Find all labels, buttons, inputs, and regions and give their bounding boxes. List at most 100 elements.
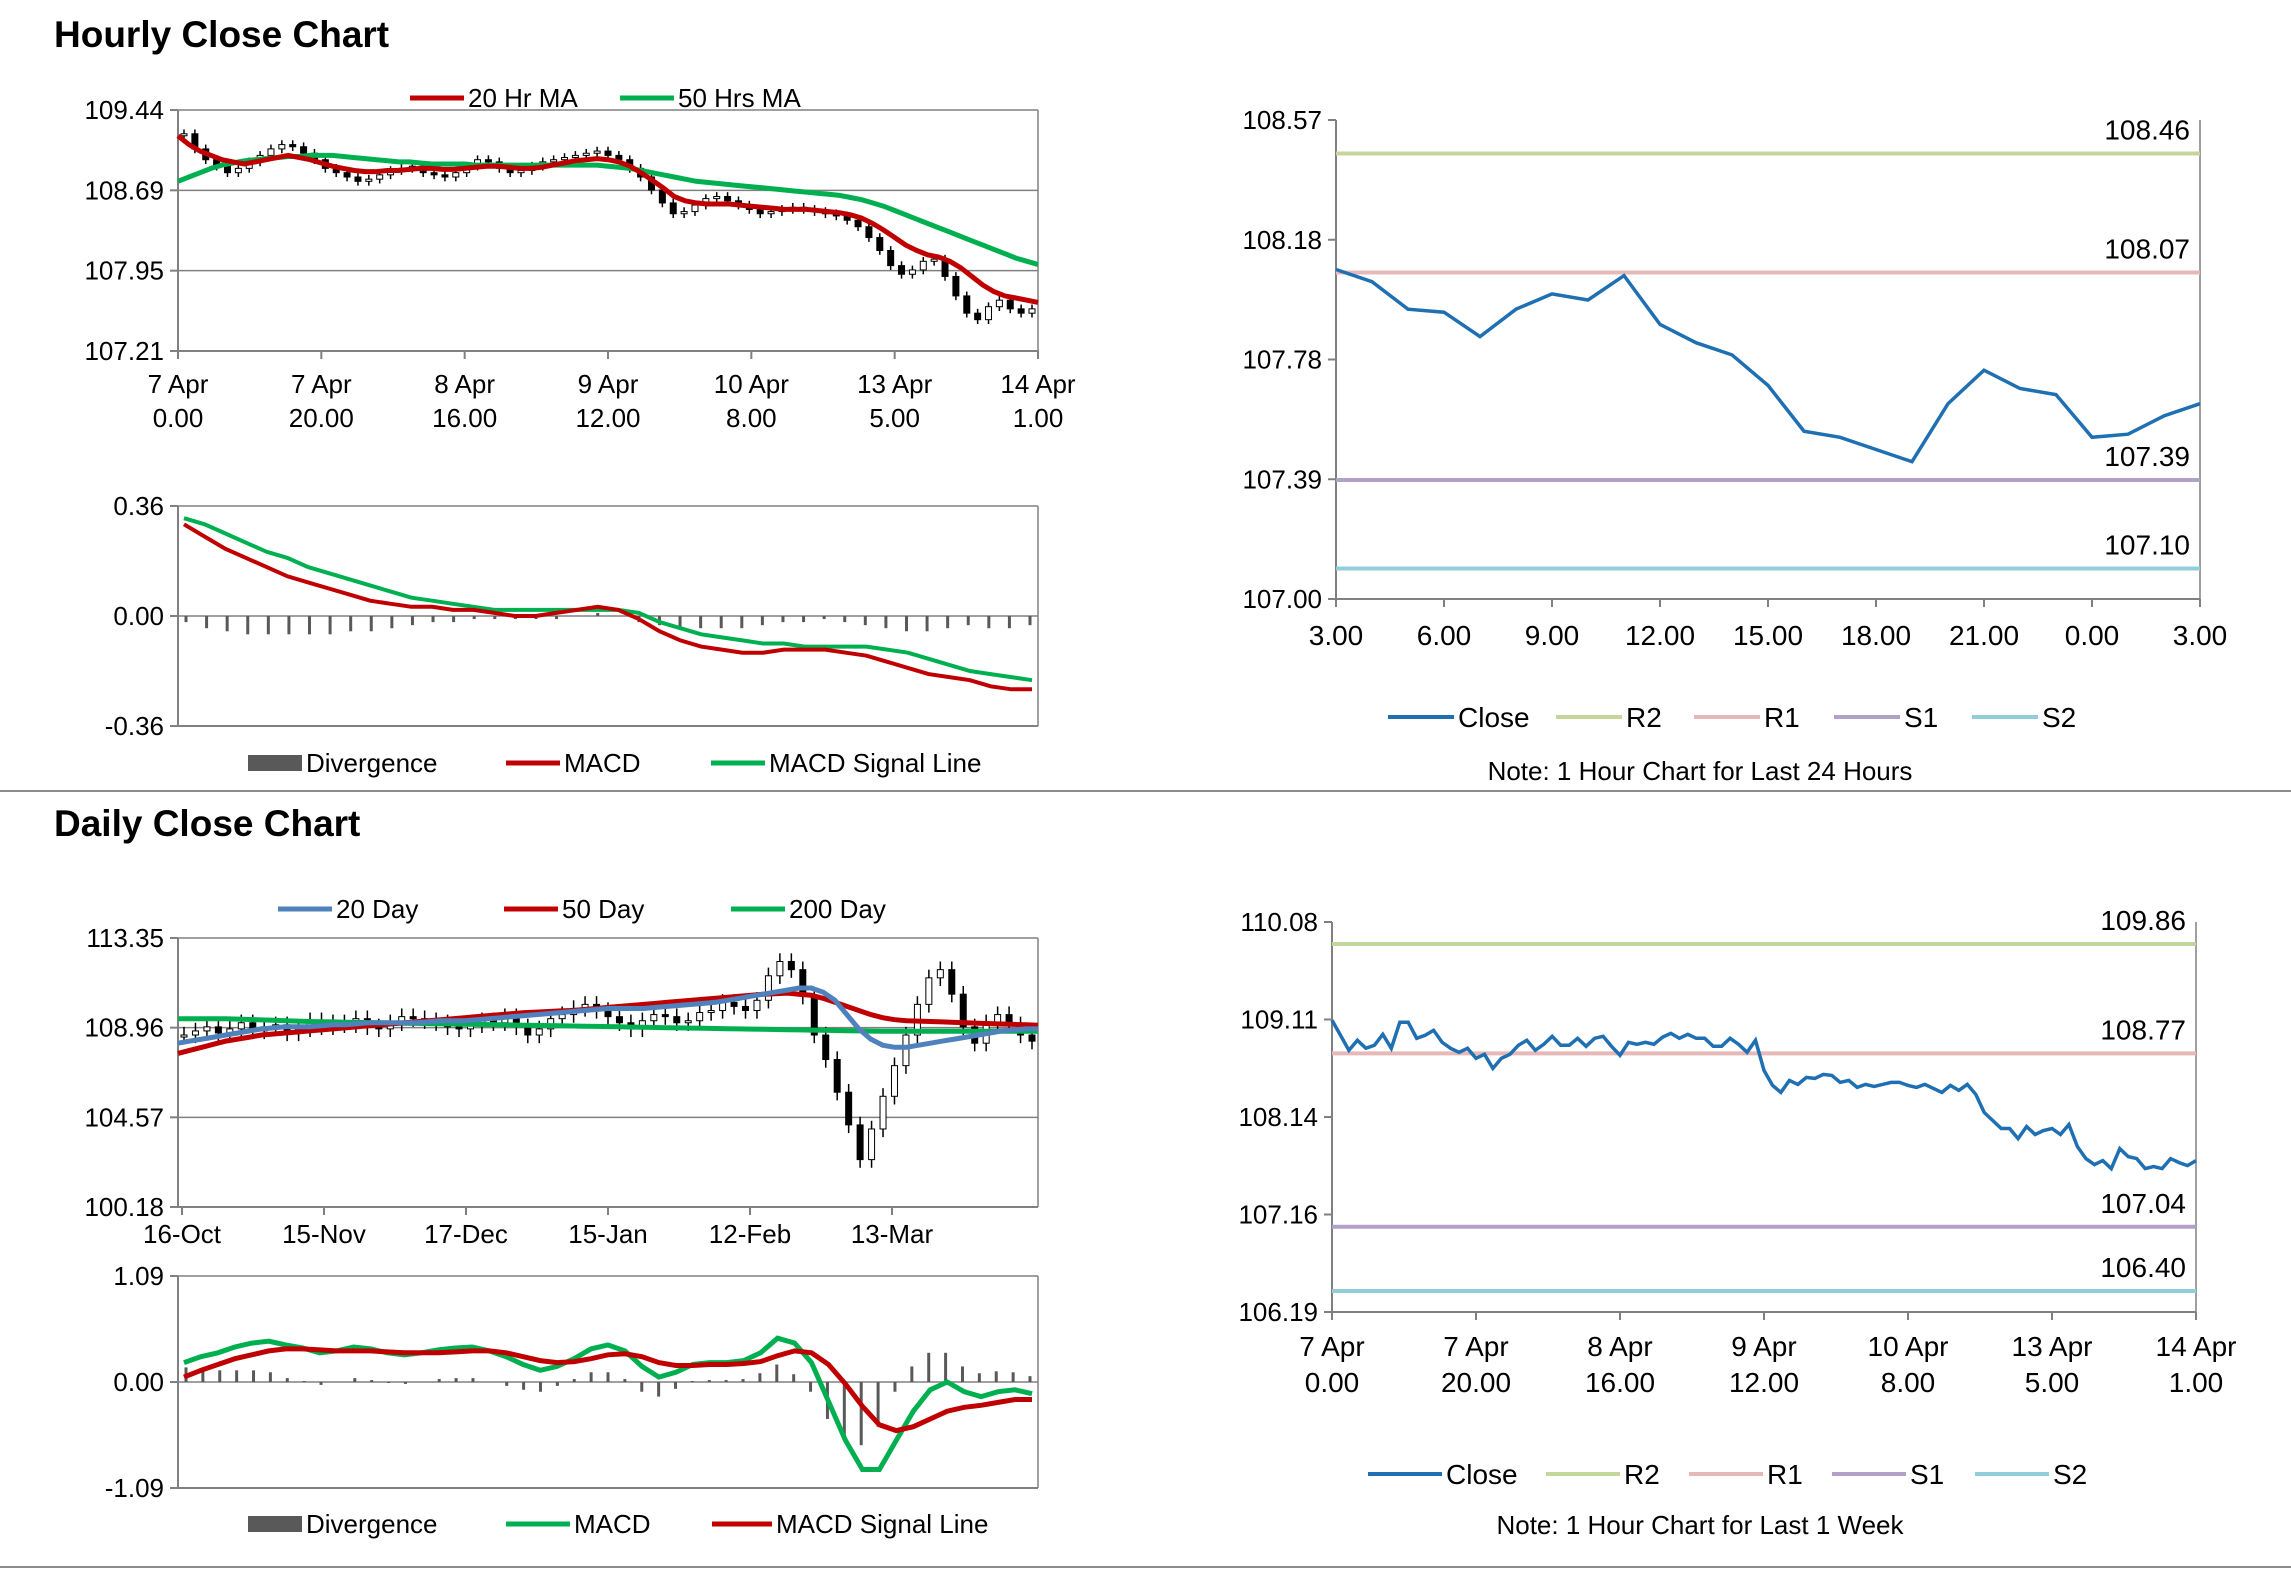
hourly-price-series-50-hrs-ma [177, 152, 1039, 267]
hourly-price-x-tick-label: 14 Apr [1000, 369, 1076, 399]
hourly-levels-y-tick-label: 107.78 [1242, 345, 1322, 375]
hourly-price-candle-body [180, 133, 188, 137]
daily-price-x-tick-label: 13-Mar [851, 1219, 934, 1249]
hourly-price-x-tick-label: 8 Apr [434, 369, 495, 399]
hourly-macd-y-tick-label: -0.36 [105, 711, 164, 741]
daily-levels-level-label: 109.86 [2100, 905, 2186, 936]
daily-price-series-200-day [178, 1016, 1038, 1034]
hourly-macd-series-macd-signal-line [183, 516, 1033, 683]
daily-price-x-tick-label: 15-Jan [568, 1219, 648, 1249]
hourly-levels-y-tick-label: 108.57 [1242, 105, 1322, 135]
hourly-price-x-tick-label: 9 Apr [578, 369, 639, 399]
daily-price-candle-body [684, 1020, 692, 1024]
daily-levels-x-tick-label: 9 Apr [1731, 1331, 1796, 1362]
hourly-macd-legend-label: MACD [564, 748, 641, 778]
daily-levels-x-tick-label: 10 Apr [1868, 1331, 1949, 1362]
hourly-levels-x-tick-label: 21.00 [1949, 620, 2019, 651]
daily-price-candle-body [948, 969, 956, 995]
hourly-price-candle-body [365, 178, 373, 182]
daily-levels-y-tick-label: 109.11 [1240, 1005, 1318, 1035]
hourly-price-candle-body [908, 269, 916, 275]
hourly-price-candle-body [756, 208, 764, 215]
hourly-levels-level-label: 107.10 [2104, 529, 2190, 560]
daily-chart-note: Note: 1 Hour Chart for Last 1 Week [1496, 1510, 1904, 1540]
hourly-levels-x-tick-label: 9.00 [1525, 620, 1580, 651]
daily-price-candle-body [191, 1030, 199, 1036]
daily-levels-y-tick-label: 110.08 [1240, 907, 1318, 937]
hourly-price-candle-body [441, 174, 449, 178]
hourly-price-candle-body [593, 150, 601, 154]
daily-price-candle-body [661, 1014, 669, 1018]
daily-price-candle-body [822, 1034, 830, 1061]
daily-levels-legend-label: R2 [1624, 1459, 1660, 1490]
daily-levels-close-line [1330, 1019, 2197, 1172]
hourly-price-candle-body [963, 295, 971, 314]
daily-levels-x-tick-label: 8.00 [1881, 1367, 1936, 1398]
hourly-price-candle-body [278, 144, 286, 150]
daily-levels-x-tick-label: 5.00 [2025, 1367, 2080, 1398]
hourly-levels-y-tick-label: 107.00 [1242, 584, 1322, 614]
daily-price-candle-body [650, 1014, 658, 1022]
daily-levels-x-tick-label: 16.00 [1585, 1367, 1655, 1398]
hourly-price-x-tick-label: 0.00 [153, 403, 204, 433]
daily-price-candle-body [959, 993, 967, 1028]
hourly-price-candle-body [223, 165, 231, 174]
daily-price-candle-body [214, 1026, 222, 1034]
daily-price-y-tick-label: 100.18 [84, 1192, 164, 1222]
daily-levels-x-tick-label: 12.00 [1729, 1367, 1799, 1398]
daily-price-candle-body [604, 1010, 612, 1018]
hourly-levels-level-label: 107.39 [2104, 441, 2190, 472]
hourly-section-title: Hourly Close Chart [54, 14, 390, 55]
hourly-price-x-tick-label: 13 Apr [857, 369, 933, 399]
hourly-levels-legend-label: S2 [2042, 702, 2076, 733]
hourly-price-candle-body [300, 146, 308, 154]
hourly-chart-note: Note: 1 Hour Chart for Last 24 Hours [1487, 756, 1913, 786]
hourly-price-x-tick-label: 7 Apr [148, 369, 209, 399]
daily-price-x-tick-label: 17-Dec [424, 1219, 508, 1249]
hourly-levels-x-tick-label: 3.00 [1309, 620, 1364, 651]
hourly-price-candle-body [484, 159, 492, 163]
daily-price-candle-body [936, 969, 944, 979]
hourly-price-candle-body [985, 306, 993, 321]
hourly-levels-legend-label: R1 [1764, 702, 1800, 733]
hourly-price-candle-body [550, 159, 558, 163]
hourly-price-x-tick-label: 12.00 [575, 403, 640, 433]
hourly-levels-x-tick-label: 12.00 [1625, 620, 1695, 651]
daily-price-candle-body [180, 1034, 188, 1038]
daily-price-candle-body [455, 1026, 463, 1030]
daily-macd-series-macd-signal-line [183, 1346, 1032, 1434]
daily-macd-y-tick-label: -1.09 [105, 1473, 164, 1503]
hourly-levels-x-tick-label: 3.00 [2173, 620, 2228, 651]
daily-price-candle-body [890, 1065, 898, 1097]
hourly-levels-legend-label: S1 [1904, 702, 1938, 733]
hourly-price-candle-body [571, 154, 579, 159]
daily-macd-legend-swatch [248, 1516, 302, 1532]
hourly-price-candle-body [267, 148, 275, 156]
daily-levels-chart: 110.08 109.11 108.14 107.16 106.19 109.86 108.… [1238, 905, 2236, 1490]
daily-levels-x-tick-label: 8 Apr [1587, 1331, 1652, 1362]
daily-price-candle-body [787, 960, 795, 971]
hourly-macd-y-tick-label: 0.00 [113, 601, 164, 631]
hourly-price-candle-body [1028, 308, 1036, 314]
daily-price-candle-body [868, 1128, 876, 1161]
daily-price-legend-label: 50 Day [562, 894, 644, 924]
hourly-price-x-tick-label: 20.00 [289, 403, 354, 433]
daily-price-candle-body [925, 977, 933, 1005]
hourly-price-legend-label: 20 Hr MA [468, 83, 578, 113]
hourly-price-candle-body [887, 249, 895, 267]
daily-macd-legend-label: Divergence [306, 1509, 438, 1539]
hourly-price-candle-body [865, 226, 873, 239]
daily-macd-y-tick-label: 1.09 [113, 1261, 164, 1291]
hourly-price-candle-body [234, 167, 242, 174]
daily-section-title: Daily Close Chart [54, 803, 361, 844]
hourly-levels-y-tick-label: 108.18 [1242, 225, 1322, 255]
daily-price-x-tick-label: 16-Oct [143, 1219, 222, 1249]
section-divider-top [0, 790, 2291, 792]
daily-price-candle-body [1028, 1034, 1036, 1042]
daily-levels-legend-label: S1 [1910, 1459, 1944, 1490]
daily-price-candle-body [764, 975, 772, 1001]
hourly-price-candle-body [930, 258, 938, 262]
hourly-price-candle-body [724, 195, 732, 202]
daily-levels-x-tick-label: 7 Apr [1299, 1331, 1364, 1362]
